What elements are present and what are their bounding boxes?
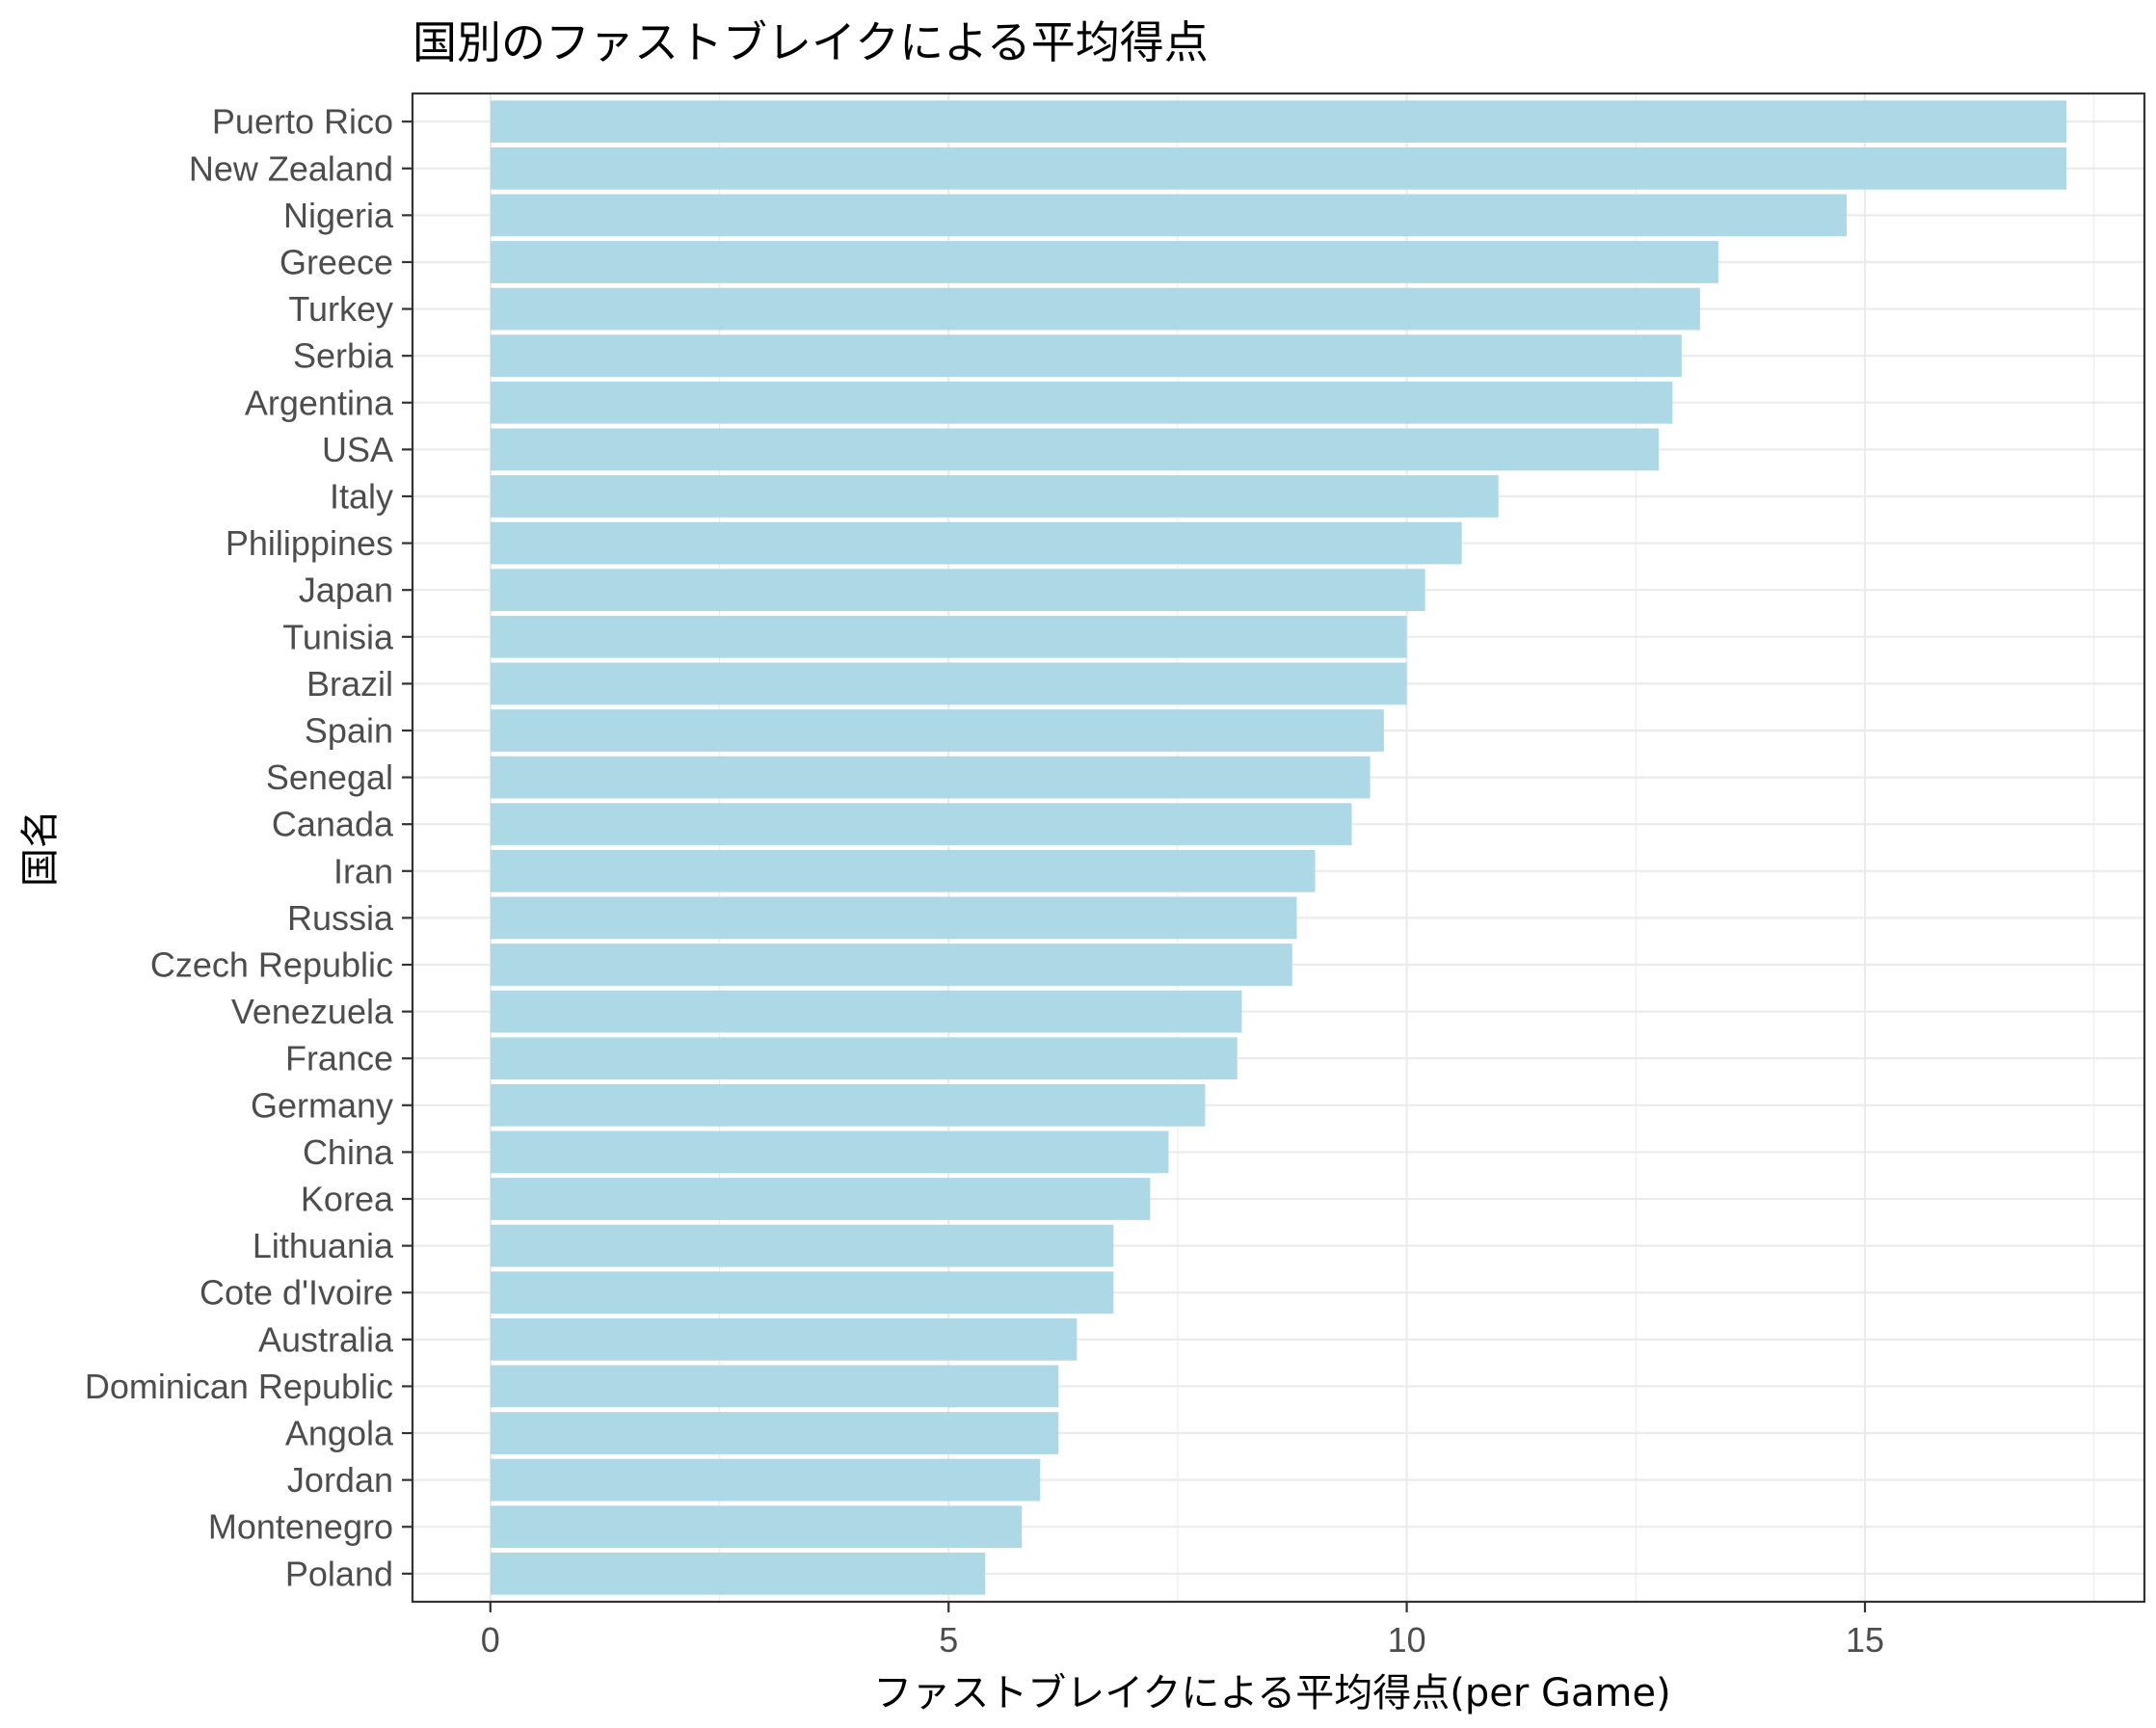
y-tick-label: Iran bbox=[333, 851, 393, 891]
bar bbox=[490, 990, 1242, 1033]
x-axis-title: ファストブレイクによる平均得点(per Game) bbox=[873, 1671, 1670, 1715]
bar bbox=[490, 334, 1682, 378]
x-tick-label: 5 bbox=[939, 1620, 958, 1660]
bar bbox=[490, 1083, 1206, 1127]
y-tick-label: Russia bbox=[287, 898, 394, 938]
bar bbox=[490, 1130, 1169, 1174]
y-tick-label: Germany bbox=[251, 1085, 393, 1125]
y-tick-label: Venezuela bbox=[231, 992, 394, 1031]
bar bbox=[490, 1317, 1078, 1361]
y-tick-label: Italy bbox=[330, 476, 393, 516]
x-axis: 0 5 10 15 bbox=[481, 1602, 1884, 1660]
bar bbox=[490, 662, 1407, 705]
bar bbox=[490, 1178, 1151, 1220]
bar bbox=[490, 1505, 1023, 1549]
y-tick-label: Korea bbox=[301, 1180, 394, 1219]
y-tick-label: USA bbox=[322, 430, 393, 469]
chart-title: 国別のファストブレイクによる平均得点 bbox=[413, 16, 1209, 68]
y-tick-label: Dominican Republic bbox=[85, 1367, 393, 1406]
bar bbox=[490, 1224, 1114, 1267]
y-tick-label: Czech Republic bbox=[150, 945, 393, 985]
bar bbox=[490, 709, 1384, 752]
bar bbox=[490, 896, 1297, 940]
y-tick-label: Senegal bbox=[266, 758, 393, 797]
y-tick-label: China bbox=[303, 1132, 394, 1172]
y-tick-label: Spain bbox=[305, 710, 393, 750]
y-tick-label: Brazil bbox=[306, 664, 393, 704]
y-tick-label: Montenegro bbox=[208, 1507, 393, 1547]
y-tick-label: Argentina bbox=[245, 383, 394, 422]
bar bbox=[490, 146, 2067, 190]
y-tick-label: Tunisia bbox=[282, 617, 394, 656]
bar bbox=[490, 615, 1407, 658]
y-tick-label: Japan bbox=[299, 571, 393, 610]
bar bbox=[490, 428, 1660, 471]
bar bbox=[490, 849, 1316, 892]
bar bbox=[490, 475, 1499, 518]
y-tick-label: Lithuania bbox=[253, 1226, 394, 1265]
bar bbox=[490, 1458, 1041, 1502]
y-axis-title: 国名 bbox=[18, 810, 63, 887]
bar bbox=[490, 381, 1673, 424]
x-tick-label: 10 bbox=[1388, 1620, 1426, 1660]
y-tick-label: Cote d'Ivoire bbox=[200, 1273, 393, 1313]
bar bbox=[490, 803, 1352, 846]
bars bbox=[490, 100, 2067, 1595]
bar bbox=[490, 100, 2067, 144]
panel-border bbox=[411, 92, 2146, 1604]
y-tick-label: Angola bbox=[285, 1414, 394, 1453]
bar bbox=[490, 1271, 1114, 1315]
bar bbox=[490, 287, 1700, 331]
y-tick-label: Poland bbox=[285, 1554, 393, 1593]
bar bbox=[490, 194, 1847, 237]
bar bbox=[490, 241, 1718, 283]
y-tick-label: New Zealand bbox=[189, 148, 393, 188]
bar bbox=[490, 1552, 986, 1595]
y-tick-label: France bbox=[285, 1039, 393, 1078]
bar bbox=[490, 569, 1425, 612]
bar bbox=[490, 1412, 1059, 1454]
y-tick-label: Serbia bbox=[293, 336, 394, 376]
y-tick-label: Puerto Rico bbox=[212, 102, 393, 142]
y-tick-label: Jordan bbox=[287, 1460, 393, 1500]
bar bbox=[490, 756, 1371, 799]
bar bbox=[490, 944, 1292, 986]
bar bbox=[490, 521, 1462, 565]
x-tick-label: 0 bbox=[481, 1620, 500, 1660]
y-tick-label: Philippines bbox=[226, 523, 393, 563]
y-tick-label: Greece bbox=[279, 242, 393, 281]
y-tick-label: Australia bbox=[258, 1319, 394, 1359]
bar bbox=[490, 1037, 1238, 1080]
y-tick-label: Canada bbox=[272, 805, 394, 844]
x-tick-label: 15 bbox=[1846, 1620, 1884, 1660]
y-tick-label: Nigeria bbox=[283, 196, 394, 235]
y-tick-label: Turkey bbox=[288, 289, 393, 329]
y-axis: Puerto Rico New Zealand Nigeria Greece Turke… bbox=[85, 102, 413, 1593]
bar bbox=[490, 1365, 1059, 1408]
